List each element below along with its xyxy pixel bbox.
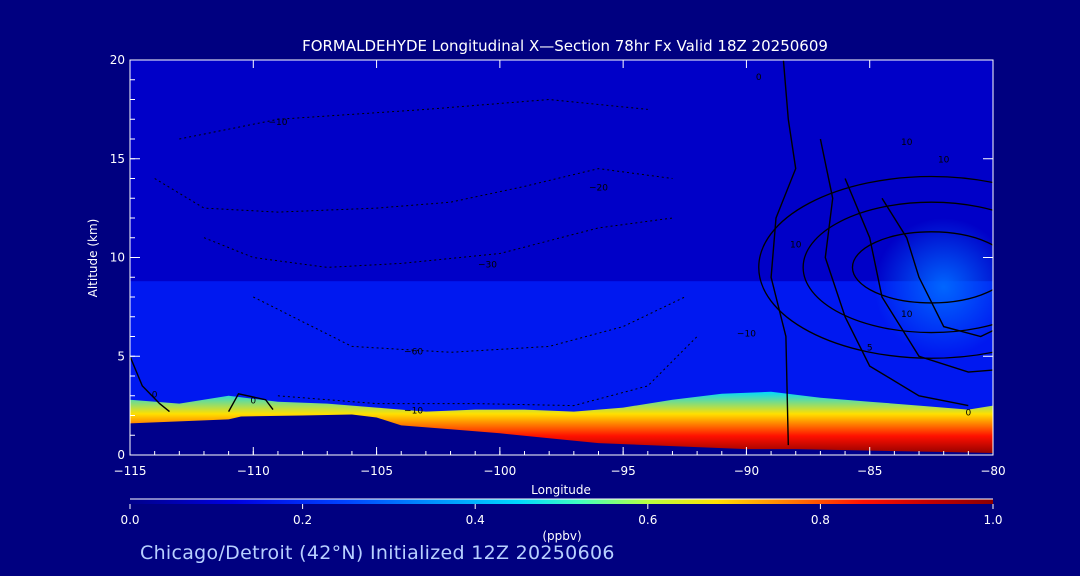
colorbar: 0.0 0.2 0.4 0.6 0.8 1.0 (ppbv) xyxy=(120,498,1003,543)
x-tick-label: −80 xyxy=(980,464,1005,478)
contour-label: −60 xyxy=(404,347,423,357)
contour-line-1 xyxy=(819,138,969,407)
x-tick-label: −105 xyxy=(360,464,393,478)
contour-ring-2 xyxy=(758,175,993,359)
colorbar-tick-label: 0.6 xyxy=(638,513,657,527)
contour-line-5 xyxy=(227,393,274,412)
colorbar-ticks: 0.0 0.2 0.4 0.6 0.8 1.0 xyxy=(120,504,1003,527)
concentration-fill xyxy=(130,60,993,455)
contour-ring-1 xyxy=(802,201,993,334)
x-tick-label: −115 xyxy=(114,464,147,478)
colorbar-ramp xyxy=(130,499,993,504)
contour-line-7 xyxy=(203,217,673,268)
contour-label: 0 xyxy=(965,409,971,419)
x-tick-label: −90 xyxy=(734,464,759,478)
colorbar-tick-label: 1.0 xyxy=(983,513,1002,527)
x-axis: −115 −110 −105 −100 −95 −90 −85 −80 xyxy=(114,60,1006,478)
colorbar-label: (ppbv) xyxy=(542,529,581,543)
x-tick-label: −85 xyxy=(857,464,882,478)
x-tick-label: −95 xyxy=(610,464,635,478)
contour-label: −30 xyxy=(478,260,497,270)
contour-line-0 xyxy=(770,60,797,446)
contour-ring-0 xyxy=(851,231,993,304)
contour-lines: −10 −20 −30 −60 −10 0 0 0 −10 10 10 10 10 5 0 xyxy=(130,60,993,446)
surface-terrain xyxy=(130,414,993,455)
contour-label: 10 xyxy=(938,156,950,166)
contour-line-2 xyxy=(844,178,993,373)
contour-label: −10 xyxy=(268,118,287,128)
colorbar-tick-label: 0.0 xyxy=(120,513,139,527)
y-tick-label: 15 xyxy=(110,152,125,166)
contour-label: 0 xyxy=(152,391,158,401)
contour-label: 0 xyxy=(756,73,762,83)
y-axis-label: Altitude (km) xyxy=(86,219,100,298)
footer-caption: Chicago/Detroit (42°N) Initialized 12Z 2… xyxy=(140,542,615,564)
y-tick-label: 0 xyxy=(117,448,125,462)
x-axis-label: Longitude xyxy=(531,483,591,497)
contour-line-8 xyxy=(253,296,686,353)
y-tick-label: 5 xyxy=(117,349,125,363)
contour-label: −10 xyxy=(737,330,756,340)
x-tick-label: −110 xyxy=(237,464,270,478)
elevated-plume xyxy=(874,218,993,357)
chart-title: FORMALDEHYDE Longitudinal X—Section 78hr… xyxy=(302,37,828,55)
contour-label: −10 xyxy=(404,407,423,417)
x-tick-label: −100 xyxy=(483,464,516,478)
y-tick-label: 20 xyxy=(110,53,125,67)
contour-label: 10 xyxy=(901,310,913,320)
contour-line-3 xyxy=(881,197,993,338)
contour-label: 0 xyxy=(250,397,256,407)
contour-label: −20 xyxy=(589,183,608,193)
colorbar-tick-label: 0.8 xyxy=(811,513,830,527)
contour-label: 10 xyxy=(790,241,802,251)
contour-label: 10 xyxy=(901,138,913,148)
y-axis: 0 5 10 15 20 xyxy=(110,53,993,462)
contour-label: 5 xyxy=(867,343,873,353)
contour-line-9 xyxy=(277,336,698,407)
contour-line-4 xyxy=(130,356,170,413)
y-tick-label: 10 xyxy=(110,251,125,265)
plot-area: −10 −20 −30 −60 −10 0 0 0 −10 10 10 10 10 5 0 xyxy=(130,60,993,455)
colorbar-tick-label: 0.2 xyxy=(293,513,312,527)
colorbar-tick-label: 0.4 xyxy=(466,513,485,527)
contour-line-10 xyxy=(179,98,648,140)
